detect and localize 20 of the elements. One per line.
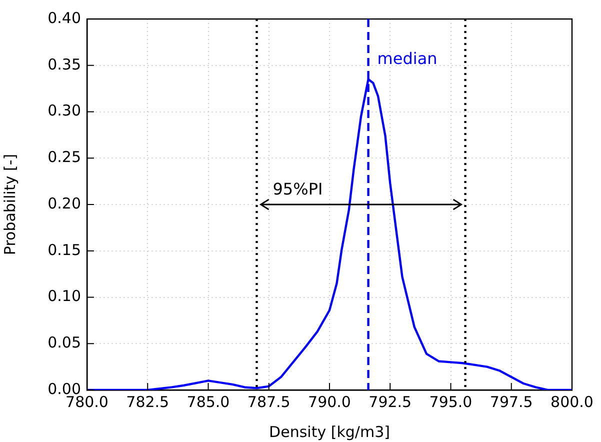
- x-tick-label: 790.0: [308, 392, 351, 411]
- y-axis-title: Probability [-]: [0, 154, 19, 256]
- x-tick-label: 795.0: [429, 392, 472, 411]
- y-tick-label: 0.15: [48, 240, 81, 259]
- ref-line-label: median: [377, 49, 438, 68]
- y-tick-label: 0.35: [48, 55, 81, 74]
- x-tick-label: 800.0: [550, 392, 594, 411]
- y-tick-label: 0.40: [48, 8, 81, 27]
- y-tick-label: 0.25: [48, 148, 81, 166]
- x-tick-label: 787.5: [247, 392, 290, 411]
- y-tick-label: 0.30: [48, 102, 81, 120]
- x-tick-label: 782.5: [126, 392, 170, 411]
- y-tick-label: 0.10: [48, 287, 81, 306]
- x-tick-label: 792.5: [368, 392, 412, 411]
- x-tick-label: 785.0: [186, 392, 230, 411]
- annotation: 95%PI: [272, 180, 323, 199]
- x-tick-label: 797.5: [490, 392, 533, 411]
- x-axis-title: Density [kg/m3]: [269, 422, 390, 441]
- y-tick-label: 0.05: [48, 334, 81, 352]
- y-tick-label: 0.20: [48, 194, 81, 212]
